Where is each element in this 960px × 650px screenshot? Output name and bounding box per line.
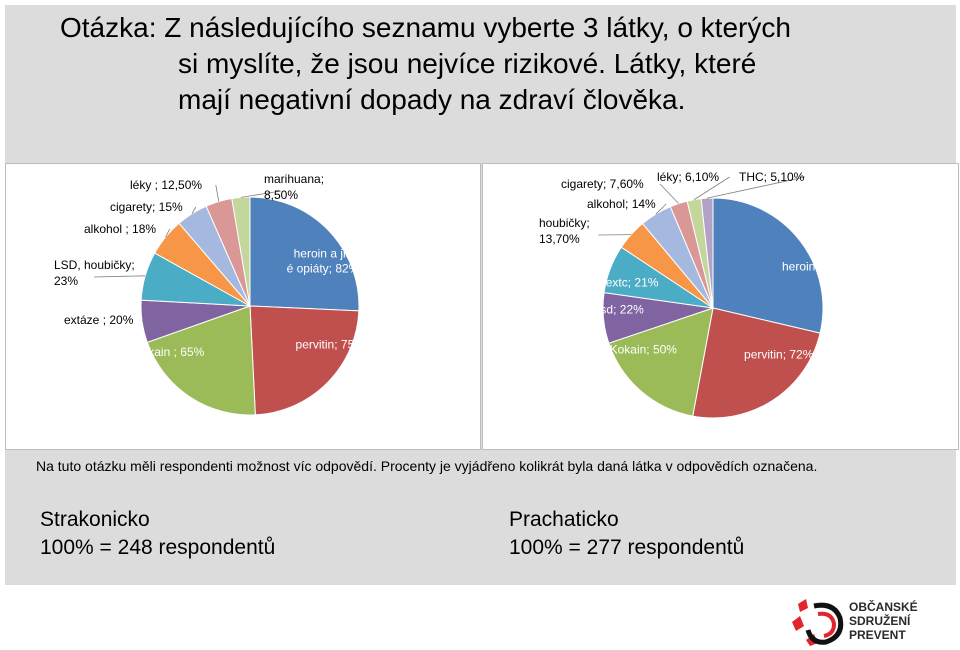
pie-data-label: extáze ; 20% bbox=[64, 313, 134, 327]
pie-data-label: cigarety; 15% bbox=[110, 200, 183, 214]
pie-data-label: cigarety; 7,60% bbox=[561, 177, 644, 191]
pie-leader-line bbox=[191, 206, 197, 214]
pie-data-label: alkohol; 14% bbox=[587, 197, 656, 211]
prevent-logo-mark-icon bbox=[792, 599, 844, 646]
region-total: 100% = 248 respondentů bbox=[40, 536, 276, 559]
slide-title: Otázka: Z následujícího seznamu vyberte … bbox=[60, 10, 940, 118]
pie-chart-prachaticko: heroin ; 85% pervitin; 72% Kokain; 50% lsd;… bbox=[482, 163, 959, 450]
title-line-1: Otázka: Z následujícího seznamu vyberte … bbox=[60, 12, 791, 43]
pie-slice-heroin bbox=[712, 197, 824, 334]
pie-chart-right-svg: heroin ; 85% pervitin; 72% Kokain; 50% lsd;… bbox=[539, 170, 850, 419]
region-prachaticko: Prachaticko 100% = 277 respondentů bbox=[509, 506, 744, 562]
pie-data-label: houbičky; 13,70% bbox=[539, 216, 590, 246]
logo-line-3: PREVENT bbox=[849, 628, 906, 642]
pie-leader-line bbox=[215, 184, 220, 202]
pie-data-label: lsd; 22% bbox=[598, 303, 644, 317]
prevent-logo: OBČANSKÉ SDRUŽENÍ PREVENT bbox=[790, 596, 930, 646]
pie-data-label: heroin a jin é opiáty; 82% bbox=[287, 247, 360, 276]
pie-data-label: THC; 5,10% bbox=[739, 170, 805, 184]
logo-text: OBČANSKÉ SDRUŽENÍ PREVENT bbox=[849, 600, 918, 642]
pie-leader-line bbox=[693, 176, 730, 200]
pie-chart-strakonicko: heroin a jin é opiáty; 82% pervitin; 75% ko… bbox=[5, 163, 481, 450]
pie-leader-line bbox=[240, 190, 282, 198]
pie-data-label: pervitin; 75% bbox=[296, 337, 366, 351]
pie-slice-kokain bbox=[608, 307, 714, 417]
title-line-2: si myslíte, že jsou nejvíce rizikové. Lá… bbox=[178, 48, 757, 79]
pie-data-label: pervitin; 72% bbox=[744, 348, 814, 362]
pie-slice-marihuana bbox=[231, 196, 251, 307]
pie-leader-line bbox=[165, 228, 171, 238]
pie-chart-left-svg: heroin a jin é opiáty; 82% pervitin; 75% ko… bbox=[54, 172, 366, 416]
footnote: Na tuto otázku měli respondenti možnost … bbox=[36, 458, 818, 474]
pie-leader-line bbox=[141, 319, 144, 322]
pie-leader-line bbox=[659, 183, 679, 204]
pie-data-label: heroin ; 85% bbox=[782, 259, 850, 273]
pie-leader-line bbox=[706, 176, 806, 199]
pie-leader-line bbox=[93, 275, 146, 278]
pie-slice-pervitin bbox=[249, 305, 360, 416]
region-total: 100% = 277 respondentů bbox=[509, 536, 745, 559]
pie-leader-line bbox=[655, 203, 667, 215]
pie-data-label: extc; 21% bbox=[606, 276, 659, 290]
pie-data-label: marihuana; 8,50% bbox=[264, 172, 324, 202]
logo-line-1: OBČANSKÉ bbox=[849, 600, 918, 614]
pie-data-label: alkohol ; 18% bbox=[84, 222, 156, 236]
pie-slice-pervitin bbox=[692, 307, 821, 419]
region-strakonicko: Strakonicko 100% = 248 respondentů bbox=[40, 506, 275, 562]
pie-data-label: léky ; 12,50% bbox=[130, 178, 202, 192]
pie-data-label: LSD, houbičky; 23% bbox=[54, 258, 135, 288]
pie-data-label: Kokain; 50% bbox=[610, 343, 678, 357]
logo-line-2: SDRUŽENÍ bbox=[849, 614, 911, 628]
pie-data-label: kokain ; 65% bbox=[136, 345, 205, 359]
pie-slice-heroin-a-jine-opiaty bbox=[249, 196, 360, 312]
title-line-3: mají negativní dopady na zdraví člověka. bbox=[178, 84, 686, 115]
pie-data-label: léky; 6,10% bbox=[657, 170, 719, 184]
region-name: Prachaticko bbox=[509, 508, 619, 531]
region-name: Strakonicko bbox=[40, 508, 150, 531]
